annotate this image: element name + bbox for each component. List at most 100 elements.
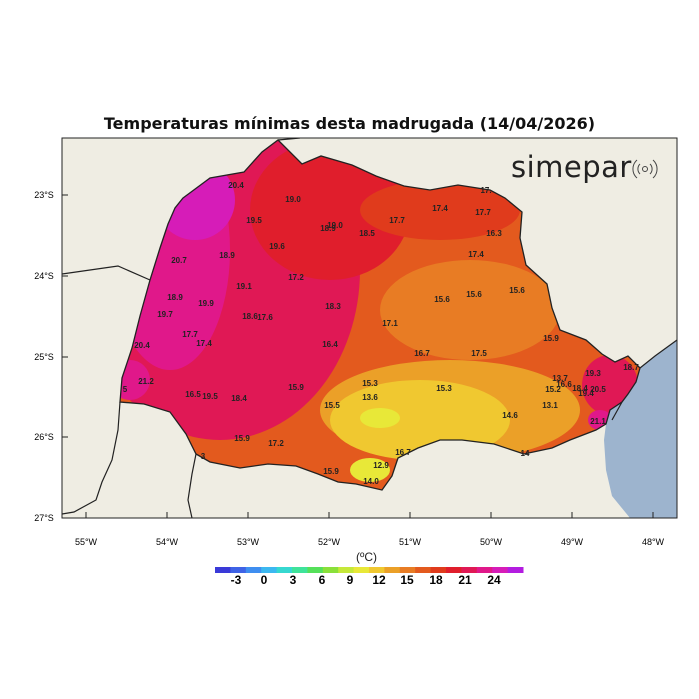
station-value: 12.9 bbox=[373, 461, 389, 470]
temperature-field bbox=[120, 140, 640, 490]
station-value: 15.9 bbox=[234, 434, 250, 443]
station-value: 18.4 bbox=[572, 384, 588, 393]
station-value: 5 bbox=[123, 385, 128, 394]
map-title: Temperaturas mínimas desta madrugada (14… bbox=[103, 114, 596, 133]
station-value: 21.2 bbox=[138, 377, 154, 386]
colorbar-swatch bbox=[338, 567, 355, 573]
station-value: 17. bbox=[480, 186, 491, 195]
station-value: 16.3 bbox=[486, 229, 502, 238]
border-argentina bbox=[62, 401, 121, 515]
colorbar-label: 15 bbox=[400, 573, 414, 587]
lat-tick-label: 26°S bbox=[34, 432, 54, 442]
colorbar-swatch bbox=[476, 567, 493, 573]
station-value: 21.1 bbox=[590, 417, 606, 426]
colorbar-label: 18 bbox=[429, 573, 443, 587]
station-value: 15.5 bbox=[324, 401, 340, 410]
lon-axis: 55°W 54°W 53°W 52°W 51°W 50°W 49°W 48°W bbox=[75, 512, 665, 547]
station-value: 18.9 bbox=[320, 224, 336, 233]
station-value: 16.7 bbox=[414, 349, 430, 358]
station-value: 17.2 bbox=[268, 439, 284, 448]
station-value: 19.6 bbox=[269, 242, 285, 251]
station-value: 20.5 bbox=[590, 385, 606, 394]
station-value: 18.4 bbox=[231, 394, 247, 403]
lat-tick-label: 23°S bbox=[34, 190, 54, 200]
colorbar-swatch bbox=[245, 567, 262, 573]
colorbar-swatch bbox=[322, 567, 339, 573]
unit-label: (ºC) bbox=[356, 550, 378, 564]
colorbar-swatch bbox=[292, 567, 308, 573]
map-frame bbox=[61, 137, 678, 519]
colorbar-label: -3 bbox=[231, 573, 242, 587]
lon-tick-label: 55°W bbox=[75, 537, 98, 547]
station-value: 19.7 bbox=[157, 310, 173, 319]
station-value: 19.4 bbox=[578, 389, 594, 398]
station-value: 3 bbox=[201, 452, 206, 461]
station-value: 15.2 bbox=[545, 385, 561, 394]
colorbar-swatch bbox=[384, 567, 401, 573]
station-value: 15.9 bbox=[288, 383, 304, 392]
colorbar-label: 0 bbox=[261, 573, 268, 587]
station-value: 16.6 bbox=[556, 380, 572, 389]
lat-tick-label: 27°S bbox=[34, 513, 54, 523]
station-value: 19.9 bbox=[198, 299, 214, 308]
station-value: 14 bbox=[521, 449, 530, 458]
station-value: 18.6 bbox=[242, 312, 258, 321]
colorbar-swatch bbox=[276, 567, 293, 573]
station-value: 15.6 bbox=[466, 290, 482, 299]
lon-tick-label: 51°W bbox=[399, 537, 422, 547]
station-value: 19.1 bbox=[236, 282, 252, 291]
colorbar-label: 6 bbox=[319, 573, 326, 587]
station-value: 15.6 bbox=[509, 286, 525, 295]
station-value: 18.7 bbox=[623, 363, 639, 372]
station-value: 17.7 bbox=[475, 208, 491, 217]
station-value: 17.4 bbox=[468, 250, 484, 259]
radio-waves-icon bbox=[632, 159, 658, 179]
lat-tick-label: 24°S bbox=[34, 271, 54, 281]
station-value: 15.9 bbox=[323, 467, 339, 476]
station-value: 16.5 bbox=[185, 390, 201, 399]
station-value: 13.1 bbox=[542, 401, 558, 410]
station-value: 17.1 bbox=[382, 319, 398, 328]
colorbar-label: 21 bbox=[458, 573, 472, 587]
lon-tick-label: 52°W bbox=[318, 537, 341, 547]
colorbar-swatch bbox=[353, 567, 370, 573]
station-value: 15.6 bbox=[434, 295, 450, 304]
station-value: 17.2 bbox=[288, 273, 304, 282]
lon-tick-label: 48°W bbox=[642, 537, 665, 547]
colorbar-label: 3 bbox=[290, 573, 297, 587]
station-value: 17.4 bbox=[196, 339, 212, 348]
station-value: 20.4 bbox=[228, 181, 244, 190]
station-value: 15.3 bbox=[362, 379, 378, 388]
station-value: 18.5 bbox=[359, 229, 375, 238]
ocean bbox=[604, 340, 677, 518]
colorbar-swatch bbox=[430, 567, 447, 573]
lat-tick-label: 25°S bbox=[34, 352, 54, 362]
border-paraguay-ms bbox=[62, 265, 151, 281]
colorbar-swatch bbox=[307, 567, 324, 573]
station-value: 19.0 bbox=[327, 221, 343, 230]
station-value: 17.5 bbox=[471, 349, 487, 358]
station-value: 20.7 bbox=[171, 256, 187, 265]
colorbar-swatch bbox=[261, 567, 278, 573]
station-value: 17.7 bbox=[182, 330, 198, 339]
station-value: 19.5 bbox=[246, 216, 262, 225]
station-value: 19.0 bbox=[285, 195, 301, 204]
station-value: 17.6 bbox=[257, 313, 273, 322]
lon-tick-label: 53°W bbox=[237, 537, 260, 547]
colorbar-swatch bbox=[369, 567, 385, 573]
station-value: 19.5 bbox=[202, 392, 218, 401]
colorbar bbox=[215, 567, 524, 573]
station-value: 17.4 bbox=[432, 204, 448, 213]
colorbar-label: 12 bbox=[372, 573, 386, 587]
station-value: 18.9 bbox=[167, 293, 183, 302]
colorbar-swatch bbox=[507, 567, 524, 573]
station-value: 13.7 bbox=[552, 374, 568, 383]
station-readings: 20.4 19.0 19.5 18.9 19.0 18.5 17.7 17.4 … bbox=[123, 181, 640, 486]
station-value: 16.7 bbox=[395, 448, 411, 457]
border-sc-west bbox=[187, 453, 197, 518]
station-value: 19.3 bbox=[585, 369, 601, 378]
station-value: 15.9 bbox=[543, 334, 559, 343]
coastline-sp bbox=[639, 339, 677, 369]
colorbar-swatch bbox=[230, 567, 247, 573]
